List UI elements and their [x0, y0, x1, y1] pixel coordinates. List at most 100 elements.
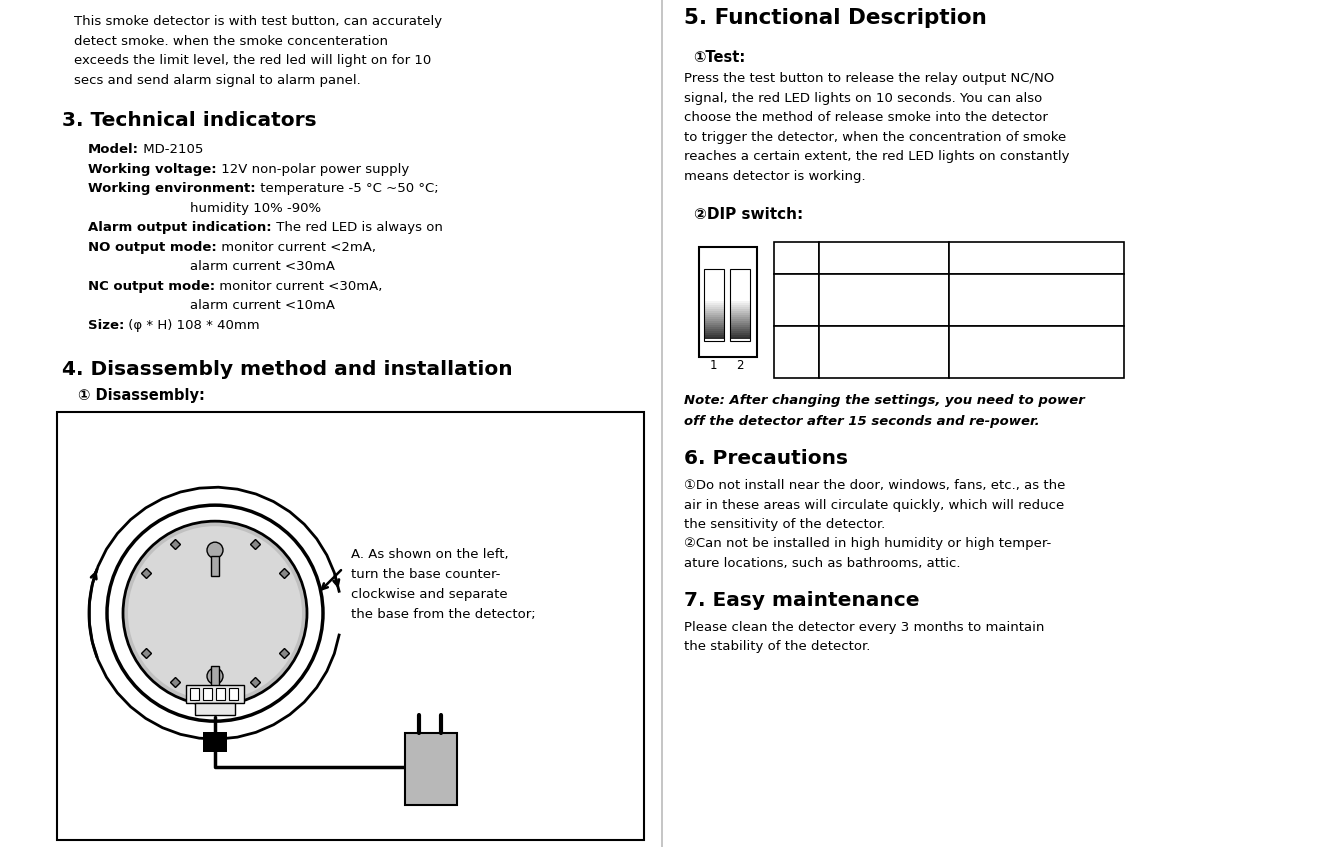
Text: Working voltage:: Working voltage: — [88, 163, 217, 175]
Circle shape — [208, 542, 224, 558]
Text: 1: 1 — [709, 359, 717, 372]
Bar — [212, 556, 220, 576]
Circle shape — [208, 668, 224, 684]
Bar — [704, 306, 724, 307]
Text: NO.: NO. — [781, 251, 811, 265]
Text: Normally open
output (default): Normally open output (default) — [984, 338, 1089, 366]
Bar — [704, 337, 724, 339]
Bar — [704, 303, 724, 306]
Bar — [729, 303, 749, 306]
Text: ②Can not be installed in high humidity or high temper-: ②Can not be installed in high humidity o… — [684, 538, 1050, 551]
Bar — [729, 300, 749, 302]
Text: 5. Functional Description: 5. Functional Description — [684, 8, 986, 28]
Text: 12V non-polar power supply: 12V non-polar power supply — [217, 163, 409, 175]
Bar — [196, 703, 236, 715]
Bar — [729, 319, 749, 321]
Bar — [704, 325, 724, 327]
Text: ① Disassembly:: ① Disassembly: — [79, 388, 205, 403]
Text: Press the test button to release the relay output NC/NO: Press the test button to release the rel… — [684, 72, 1054, 85]
Text: 7. Easy maintenance: 7. Easy maintenance — [684, 590, 918, 610]
Bar — [729, 269, 749, 341]
Circle shape — [122, 521, 307, 706]
Text: This smoke detector is with test button, can accurately: This smoke detector is with test button,… — [75, 15, 442, 28]
Bar — [704, 335, 724, 337]
Bar — [204, 732, 228, 752]
Text: the sensitivity of the detector.: the sensitivity of the detector. — [684, 518, 885, 531]
Text: ①Do not install near the door, windows, fans, etc., as the: ①Do not install near the door, windows, … — [684, 479, 1065, 492]
Text: 4. Disassembly method and installation: 4. Disassembly method and installation — [63, 360, 512, 379]
Bar — [704, 307, 724, 309]
Text: air in these areas will circulate quickly, which will reduce: air in these areas will circulate quickl… — [684, 499, 1063, 512]
Text: means detector is working.: means detector is working. — [684, 169, 865, 182]
Bar — [216, 688, 225, 700]
Bar — [704, 319, 724, 321]
Text: Working environment:: Working environment: — [88, 182, 256, 195]
Bar — [729, 321, 749, 324]
Text: Note: After changing the settings, you need to power: Note: After changing the settings, you n… — [684, 394, 1085, 407]
Bar — [704, 312, 724, 313]
Text: Alarm output indication:: Alarm output indication: — [88, 221, 272, 234]
Bar — [949, 274, 1123, 326]
Bar — [204, 688, 212, 700]
Bar — [729, 306, 749, 307]
Bar — [729, 324, 749, 325]
Bar — [212, 666, 220, 686]
Text: alarm current <10mA: alarm current <10mA — [88, 299, 335, 312]
Bar — [190, 688, 200, 700]
Text: clockwise and separate: clockwise and separate — [351, 588, 507, 601]
Bar — [729, 325, 749, 327]
Text: monitor current <30mA,: monitor current <30mA, — [216, 280, 382, 292]
Bar — [729, 309, 749, 312]
Bar — [729, 312, 749, 313]
Text: turn the base counter-: turn the base counter- — [351, 568, 500, 581]
Bar — [819, 274, 949, 326]
Bar — [819, 242, 949, 274]
Bar — [729, 313, 749, 315]
Bar — [704, 318, 724, 319]
Text: the stability of the detector.: the stability of the detector. — [684, 640, 870, 653]
Text: The red LED is always on: The red LED is always on — [272, 221, 442, 234]
Text: NO output mode:: NO output mode: — [88, 241, 217, 253]
Bar — [729, 307, 749, 309]
Text: reaches a certain extent, the red LED lights on constantly: reaches a certain extent, the red LED li… — [684, 150, 1069, 163]
Bar — [729, 333, 749, 335]
Bar — [704, 321, 724, 324]
Bar — [729, 315, 749, 318]
Text: detect smoke. when the smoke concenteration: detect smoke. when the smoke concenterat… — [75, 35, 389, 47]
Text: alarm current <30mA: alarm current <30mA — [88, 260, 335, 273]
Bar — [704, 315, 724, 318]
Bar — [704, 329, 724, 331]
Bar — [57, 412, 643, 840]
Bar — [729, 318, 749, 319]
Text: exceeds the limit level, the red led will light on for 10: exceeds the limit level, the red led wil… — [75, 54, 431, 67]
Text: A. As shown on the left,: A. As shown on the left, — [351, 548, 508, 562]
Text: to trigger the detector, when the concentration of smoke: to trigger the detector, when the concen… — [684, 130, 1066, 143]
Text: Model:: Model: — [88, 143, 138, 156]
Bar — [949, 242, 1123, 274]
Bar — [773, 242, 819, 274]
Bar — [729, 335, 749, 337]
Text: secs and send alarm signal to alarm panel.: secs and send alarm signal to alarm pane… — [75, 74, 361, 86]
Bar — [186, 685, 244, 703]
Text: signal, the red LED lights on 10 seconds. You can also: signal, the red LED lights on 10 seconds… — [684, 91, 1042, 104]
Text: ature locations, such as bathrooms, attic.: ature locations, such as bathrooms, atti… — [684, 557, 960, 570]
Text: 1: 1 — [792, 294, 800, 307]
Bar — [704, 331, 724, 333]
Bar — [729, 269, 749, 302]
Bar — [704, 269, 724, 302]
Bar — [704, 333, 724, 335]
Text: 3. Technical indicators: 3. Technical indicators — [63, 111, 317, 130]
Bar — [729, 329, 749, 331]
Text: Size:: Size: — [88, 318, 124, 331]
Text: (φ * H) 108 * 40mm: (φ * H) 108 * 40mm — [124, 318, 260, 331]
Bar — [704, 313, 724, 315]
Text: Automatic reset
(default): Automatic reset (default) — [982, 286, 1089, 314]
Text: choose the method of release smoke into the detector: choose the method of release smoke into … — [684, 111, 1047, 124]
Text: ②DIP switch:: ②DIP switch: — [693, 207, 803, 222]
Text: 6. Precautions: 6. Precautions — [684, 449, 848, 468]
Text: OFF: OFF — [1021, 251, 1051, 265]
Circle shape — [128, 526, 302, 700]
Text: Please clean the detector every 3 months to maintain: Please clean the detector every 3 months… — [684, 621, 1044, 634]
Text: ①Test:: ①Test: — [693, 50, 745, 65]
Bar — [229, 688, 238, 700]
